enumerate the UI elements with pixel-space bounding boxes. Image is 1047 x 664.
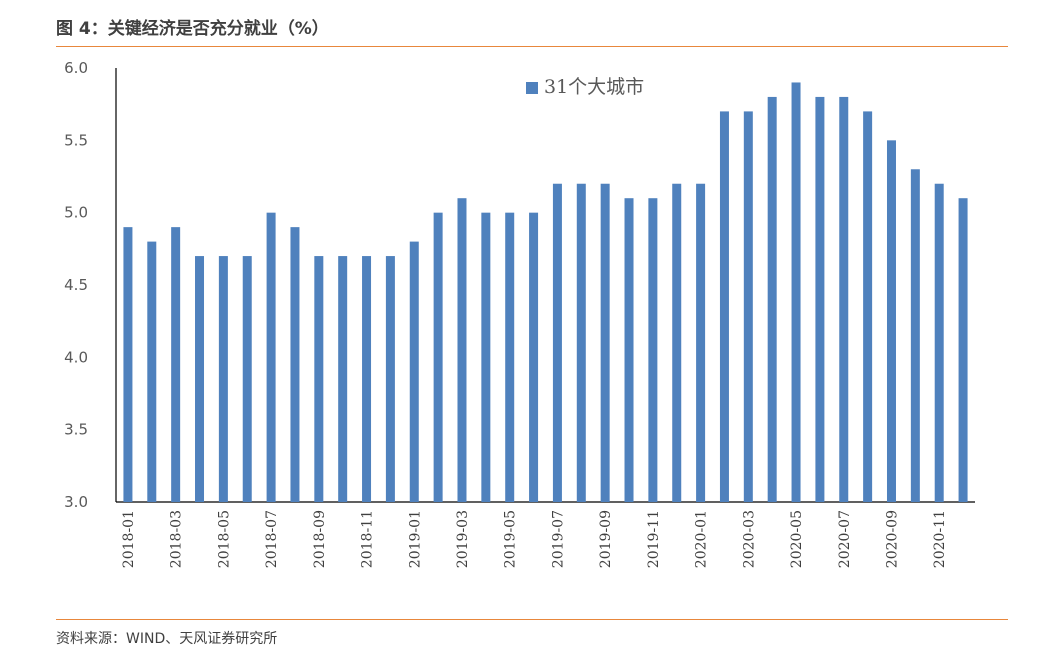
bar (481, 212, 491, 502)
bar (290, 227, 300, 502)
bar (743, 111, 753, 503)
bar (791, 82, 801, 502)
x-tick-label: 2019-07 (550, 510, 566, 568)
legend-label: 31个大城市 (544, 76, 644, 98)
y-tick-label: 3.5 (64, 421, 88, 439)
x-tick-label: 2019-01 (407, 510, 423, 568)
bar (696, 183, 706, 502)
bar (600, 183, 610, 502)
bar (362, 256, 372, 502)
legend: 31个大城市 (526, 76, 644, 98)
x-tick-label: 2018-05 (216, 510, 232, 568)
bar (218, 256, 228, 502)
x-tick-label: 2018-03 (169, 510, 185, 568)
x-tick-label: 2018-07 (264, 510, 280, 568)
bar (266, 212, 276, 502)
x-tick-label: 2020-11 (932, 510, 948, 568)
x-tick-label: 2020-05 (789, 510, 805, 568)
y-tick-label: 5.0 (64, 204, 88, 222)
bar (719, 111, 729, 503)
bar (505, 212, 515, 502)
y-tick-label: 5.5 (64, 131, 88, 149)
bar (409, 241, 419, 502)
x-tick-label: 2019-03 (455, 510, 471, 568)
bar (385, 256, 395, 502)
source-divider (56, 619, 1008, 620)
bar (195, 256, 205, 502)
x-tick-label: 2018-11 (360, 510, 376, 568)
bar (839, 96, 849, 502)
x-tick-label: 2020-07 (837, 510, 853, 568)
bar (552, 183, 562, 502)
bar (576, 183, 586, 502)
bar (815, 96, 825, 502)
x-tick-label: 2018-01 (121, 510, 137, 568)
bar (171, 227, 181, 502)
bar (529, 212, 539, 502)
x-tick-label: 2019-05 (503, 510, 519, 568)
bar (147, 241, 157, 502)
y-tick-label: 3.0 (64, 493, 88, 511)
x-tick-label: 2019-09 (598, 510, 614, 568)
y-tick-label: 4.5 (64, 276, 88, 294)
bar (242, 256, 252, 502)
bar (314, 256, 324, 502)
bar (886, 140, 896, 503)
bar (648, 198, 658, 502)
bar (457, 198, 467, 502)
bar (338, 256, 348, 502)
bar (767, 96, 777, 502)
bar (433, 212, 443, 502)
bar (958, 198, 968, 502)
x-tick-label: 2019-11 (646, 510, 662, 568)
bar (624, 198, 634, 502)
source-note: 资料来源：WIND、天风证券研究所 (56, 631, 278, 647)
y-tick-label: 6.0 (64, 59, 88, 77)
y-tick-label: 4.0 (64, 348, 88, 366)
bar (863, 111, 873, 503)
x-tick-label: 2020-03 (741, 510, 757, 568)
y-axis: 3.0 3.5 4.0 4.5 5.0 5.5 6.0 (64, 59, 117, 511)
x-axis: 2018-01 2018-03 2018-05 2018-07 2018-09 2018-… (116, 501, 975, 568)
bar (672, 183, 682, 502)
bar (123, 227, 133, 502)
figure-title: 图 4：关键经济是否充分就业（%） (56, 19, 329, 39)
title-divider (56, 46, 1008, 47)
bar-series (123, 82, 968, 503)
bar (934, 183, 944, 502)
bar (910, 169, 920, 502)
x-tick-label: 2020-09 (884, 510, 900, 568)
legend-swatch (526, 82, 538, 94)
x-tick-label: 2018-09 (312, 510, 328, 568)
x-tick-label: 2020-01 (694, 510, 710, 568)
